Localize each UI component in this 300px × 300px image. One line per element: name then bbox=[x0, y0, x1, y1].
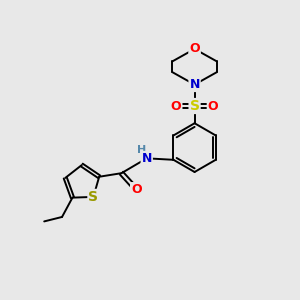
Text: O: O bbox=[189, 42, 200, 56]
Text: N: N bbox=[142, 152, 152, 165]
Text: S: S bbox=[88, 190, 98, 204]
Text: O: O bbox=[208, 100, 218, 112]
Text: H: H bbox=[137, 145, 146, 155]
Text: O: O bbox=[131, 183, 142, 196]
Text: N: N bbox=[189, 78, 200, 91]
Text: O: O bbox=[171, 100, 182, 112]
Text: S: S bbox=[190, 99, 200, 113]
